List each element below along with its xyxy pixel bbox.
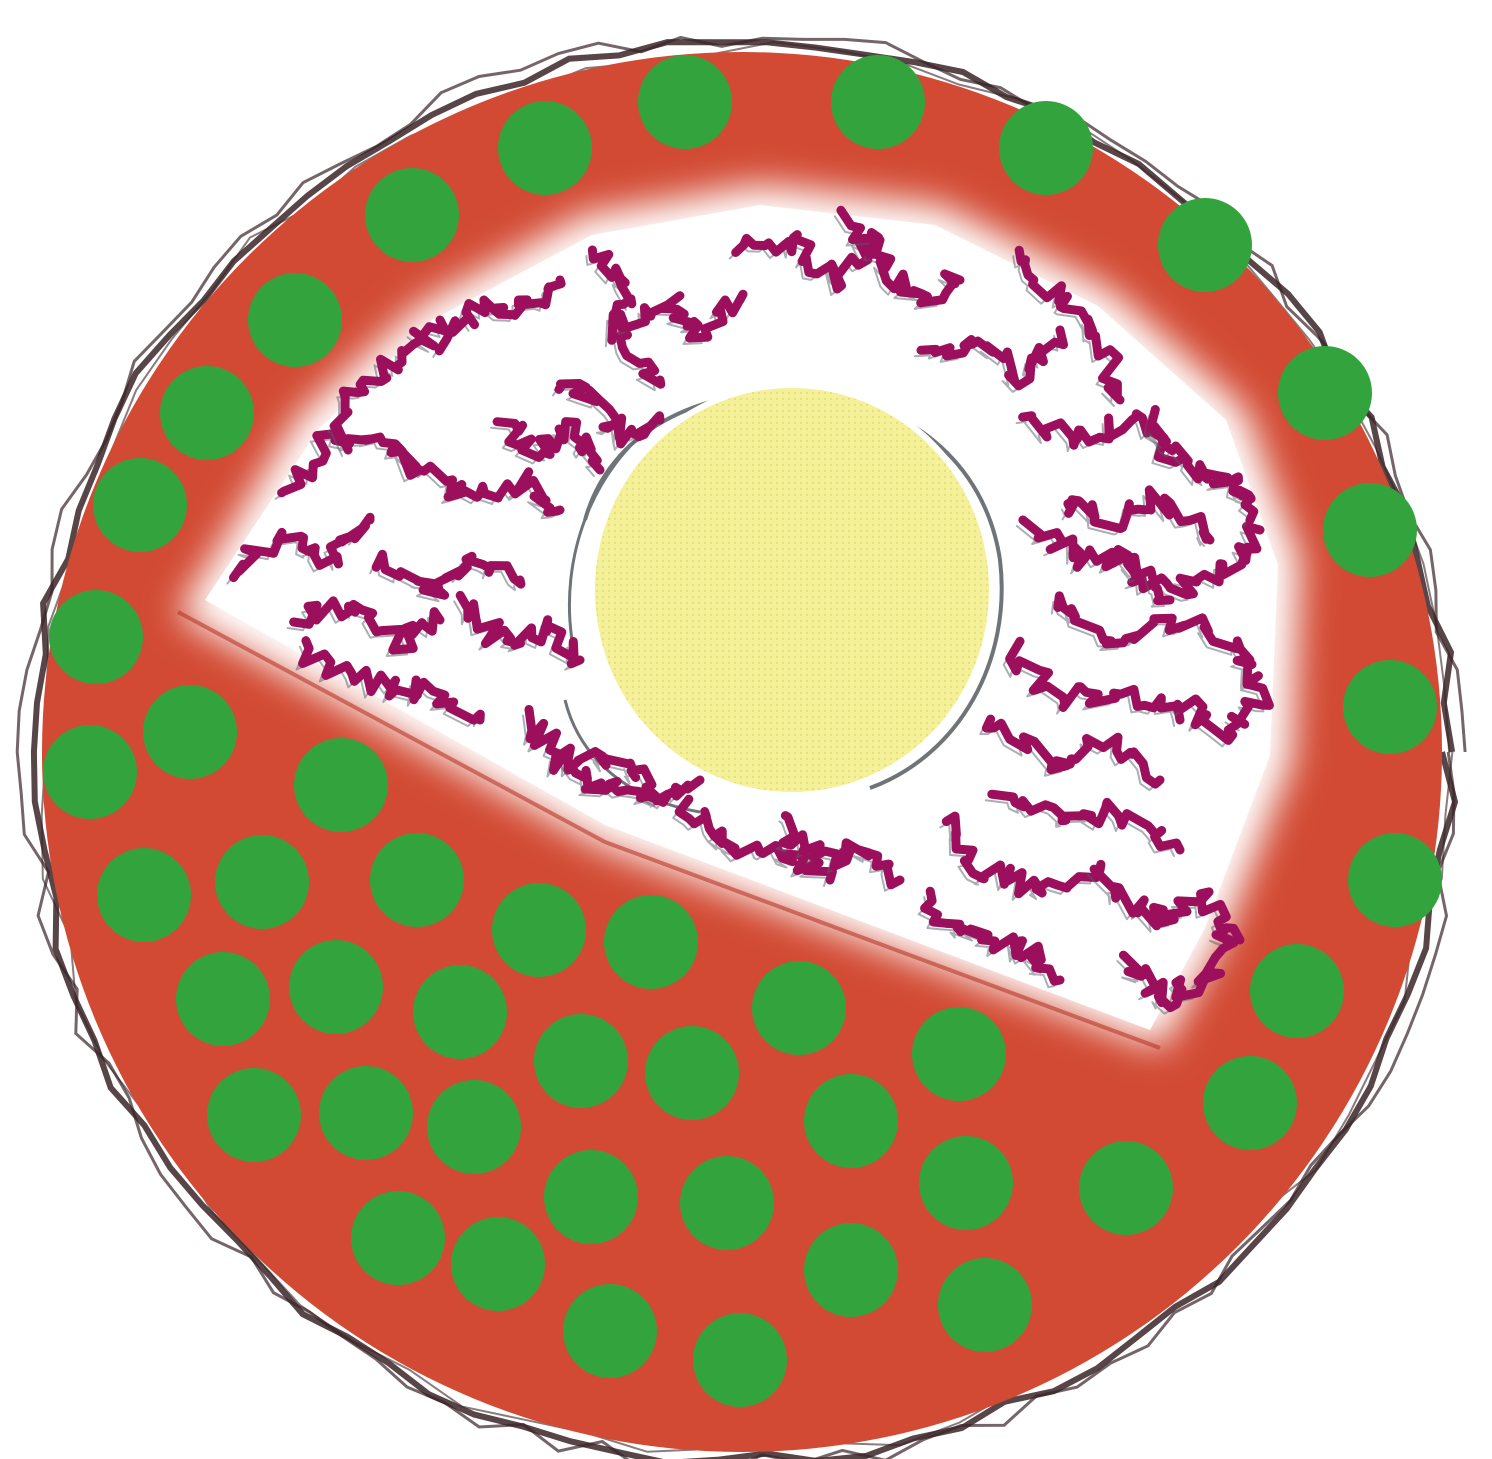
chromatin-filament bbox=[492, 417, 605, 475]
granule bbox=[638, 55, 732, 149]
granule bbox=[143, 685, 237, 779]
granule bbox=[498, 101, 592, 195]
granule bbox=[427, 1080, 521, 1174]
filament-sketch-shadow bbox=[453, 600, 575, 671]
granule bbox=[289, 940, 383, 1034]
chromatin-filament bbox=[1053, 591, 1255, 665]
chromatin-filament bbox=[778, 811, 905, 890]
chromatin-filament bbox=[554, 379, 665, 449]
granule bbox=[693, 1313, 787, 1407]
chromatin-filament bbox=[329, 315, 451, 455]
granule bbox=[604, 895, 698, 989]
chromatin-filament bbox=[1018, 515, 1175, 606]
granule bbox=[938, 1258, 1032, 1352]
granule bbox=[831, 55, 925, 149]
filament-sketch-shadow bbox=[917, 896, 1055, 989]
granule bbox=[492, 883, 586, 977]
granule bbox=[645, 1026, 739, 1120]
granule bbox=[451, 1217, 545, 1311]
granule bbox=[93, 458, 187, 552]
nucleus bbox=[589, 382, 995, 798]
granule bbox=[176, 952, 270, 1046]
granule bbox=[1158, 198, 1252, 292]
granule bbox=[1250, 944, 1344, 1038]
chromatin-filament bbox=[981, 714, 1165, 789]
granule bbox=[370, 833, 464, 927]
chromatin-filament bbox=[987, 789, 1185, 855]
granule bbox=[1278, 346, 1372, 440]
granule bbox=[999, 101, 1093, 195]
chromatin-filament bbox=[916, 325, 1068, 391]
granule bbox=[97, 848, 191, 942]
granule bbox=[1203, 1056, 1297, 1150]
granule bbox=[544, 1150, 638, 1244]
chromatin-filament bbox=[587, 245, 666, 389]
granule bbox=[912, 1007, 1006, 1101]
granule bbox=[752, 961, 846, 1055]
granule bbox=[1348, 833, 1442, 927]
granule bbox=[351, 1191, 445, 1285]
granule bbox=[919, 1136, 1013, 1230]
cell-outline-stroke bbox=[15, 35, 1467, 1459]
chromatin-filament bbox=[607, 289, 748, 345]
chromatin-filament bbox=[1014, 245, 1125, 405]
chromatin-filament bbox=[731, 230, 885, 294]
granules bbox=[43, 55, 1442, 1407]
chromatin-filament bbox=[941, 811, 1106, 899]
granule bbox=[319, 1066, 413, 1160]
granule bbox=[215, 835, 309, 929]
chromatin-filament bbox=[419, 461, 565, 517]
chromatin-filament bbox=[1089, 864, 1245, 945]
chromatin-filament bbox=[674, 794, 837, 885]
chromatin-filament bbox=[229, 512, 375, 583]
granule bbox=[680, 1156, 774, 1250]
chromatin-filament bbox=[1063, 485, 1215, 545]
granule bbox=[804, 1074, 898, 1168]
chromatin-filament bbox=[524, 705, 665, 805]
granule bbox=[294, 738, 388, 832]
granule bbox=[1323, 483, 1417, 577]
chromatin-filament bbox=[455, 590, 585, 669]
granule bbox=[160, 366, 254, 460]
chromatin-filament bbox=[1118, 930, 1239, 1013]
chromatin-filament bbox=[298, 636, 485, 725]
granule bbox=[365, 168, 459, 262]
chromatin-filament bbox=[1173, 655, 1274, 745]
granule bbox=[1079, 1141, 1173, 1235]
granule bbox=[563, 1284, 657, 1378]
granule bbox=[804, 1223, 898, 1317]
cell-outline-stroke bbox=[30, 39, 1459, 1459]
chromatin-filament bbox=[1109, 521, 1265, 600]
chromatin-filament bbox=[836, 205, 965, 308]
chromatin-filament bbox=[434, 275, 566, 356]
chromatin-filament bbox=[549, 750, 705, 807]
filaments bbox=[226, 205, 1274, 1015]
chromatin-filament bbox=[1005, 636, 1185, 725]
granule bbox=[413, 965, 507, 1059]
granule bbox=[43, 725, 137, 819]
chromatin-filament bbox=[1146, 405, 1259, 525]
granule bbox=[207, 1068, 301, 1162]
chromatin-filament bbox=[289, 596, 445, 655]
granule bbox=[49, 590, 143, 684]
clear-zone-edge bbox=[177, 610, 1161, 1050]
granule bbox=[1343, 660, 1437, 754]
chromatin-filament bbox=[920, 886, 1065, 986]
granule bbox=[534, 1014, 628, 1108]
chromatin-filament bbox=[371, 549, 526, 600]
granule bbox=[248, 273, 342, 367]
